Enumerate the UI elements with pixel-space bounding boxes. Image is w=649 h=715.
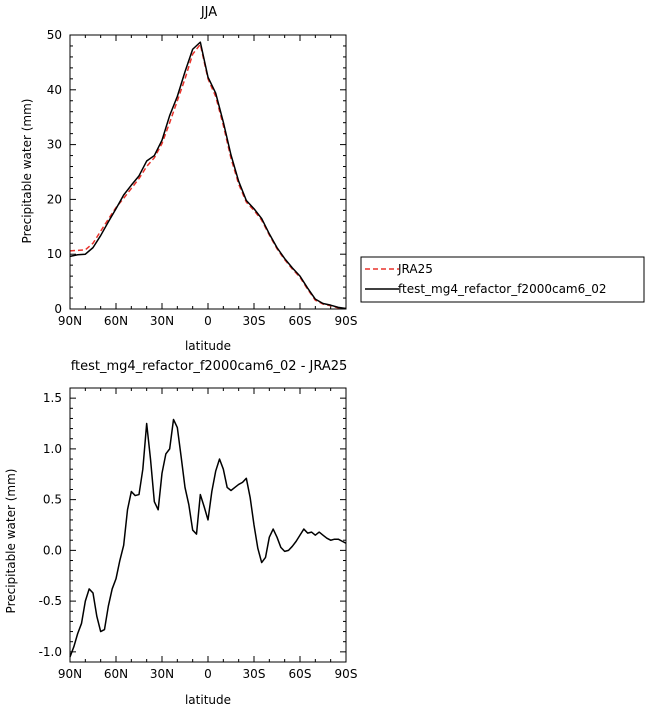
bottom-y-tick-label: -1.0 <box>39 645 62 659</box>
bottom-series-line-1 <box>69 418 347 658</box>
bottom-x-tick-label: 0 <box>204 667 212 681</box>
bottom-axis-ticks: 90N 60N 30N 0 30S 60S 90S -1.0 -0.5 0.0 0.5 1.0 1.5 <box>39 388 358 681</box>
top-x-tick-label: 90S <box>335 314 358 328</box>
top-x-tick-label: 60N <box>104 314 128 328</box>
legend-box <box>360 256 645 303</box>
bottom-series-group <box>69 418 347 658</box>
panel-bottom: ftest_mg4_refactor_f2000cam6_02 - JRA25 … <box>4 359 357 707</box>
bottom-x-tick-label: 30N <box>150 667 174 681</box>
top-y-tick-label: 50 <box>47 28 62 42</box>
top-chart-title: JJA <box>200 5 217 20</box>
top-series-line-2 <box>69 41 347 310</box>
bottom-x-tick-label: 60N <box>104 667 128 681</box>
bottom-chart-title: ftest_mg4_refactor_f2000cam6_02 - JRA25 <box>71 359 348 374</box>
bottom-y-axis-label: Precipitable water (mm) <box>4 469 18 614</box>
bottom-y-tick-label: 1.0 <box>43 442 62 456</box>
top-x-axis-label: latitude <box>185 339 231 353</box>
top-y-tick-label: 20 <box>47 192 62 206</box>
bottom-x-tick-label: 60S <box>289 667 312 681</box>
top-y-axis-label: Precipitable water (mm) <box>20 99 34 244</box>
top-axis-ticks: 90N 60N 30N 0 30S 60S 90S 0 10 20 30 40 50 <box>47 28 358 328</box>
top-series-group <box>69 41 347 310</box>
bottom-x-tick-label: 90N <box>58 667 82 681</box>
top-y-tick-label: 30 <box>47 138 62 152</box>
top-x-tick-label: 30S <box>243 314 266 328</box>
top-y-tick-label: 40 <box>47 83 62 97</box>
top-series-line-1 <box>69 43 347 310</box>
top-y-tick-label: 0 <box>54 302 62 316</box>
bottom-plot-frame <box>69 387 347 663</box>
top-y-tick-label: 10 <box>47 247 62 261</box>
top-x-tick-label: 90N <box>58 314 82 328</box>
legend-label-jra25: JRA25 <box>397 262 433 276</box>
top-x-tick-label: 0 <box>204 314 212 328</box>
bottom-x-tick-label: 30S <box>243 667 266 681</box>
bottom-x-tick-label: 90S <box>335 667 358 681</box>
top-plot-frame <box>69 34 347 310</box>
legend: JRA25 ftest_mg4_refactor_f2000cam6_02 <box>360 256 645 303</box>
legend-label-model: ftest_mg4_refactor_f2000cam6_02 <box>398 282 607 296</box>
bottom-y-tick-label: 1.5 <box>43 391 62 405</box>
bottom-y-tick-label: 0.5 <box>43 493 62 507</box>
top-x-tick-label: 30N <box>150 314 174 328</box>
bottom-y-tick-label: -0.5 <box>39 594 62 608</box>
top-x-tick-label: 60S <box>289 314 312 328</box>
bottom-y-tick-label: 0.0 <box>43 543 62 557</box>
bottom-x-axis-label: latitude <box>185 693 231 707</box>
panel-top: JJA Precipitable water (mm) latitude 90N… <box>20 5 357 353</box>
